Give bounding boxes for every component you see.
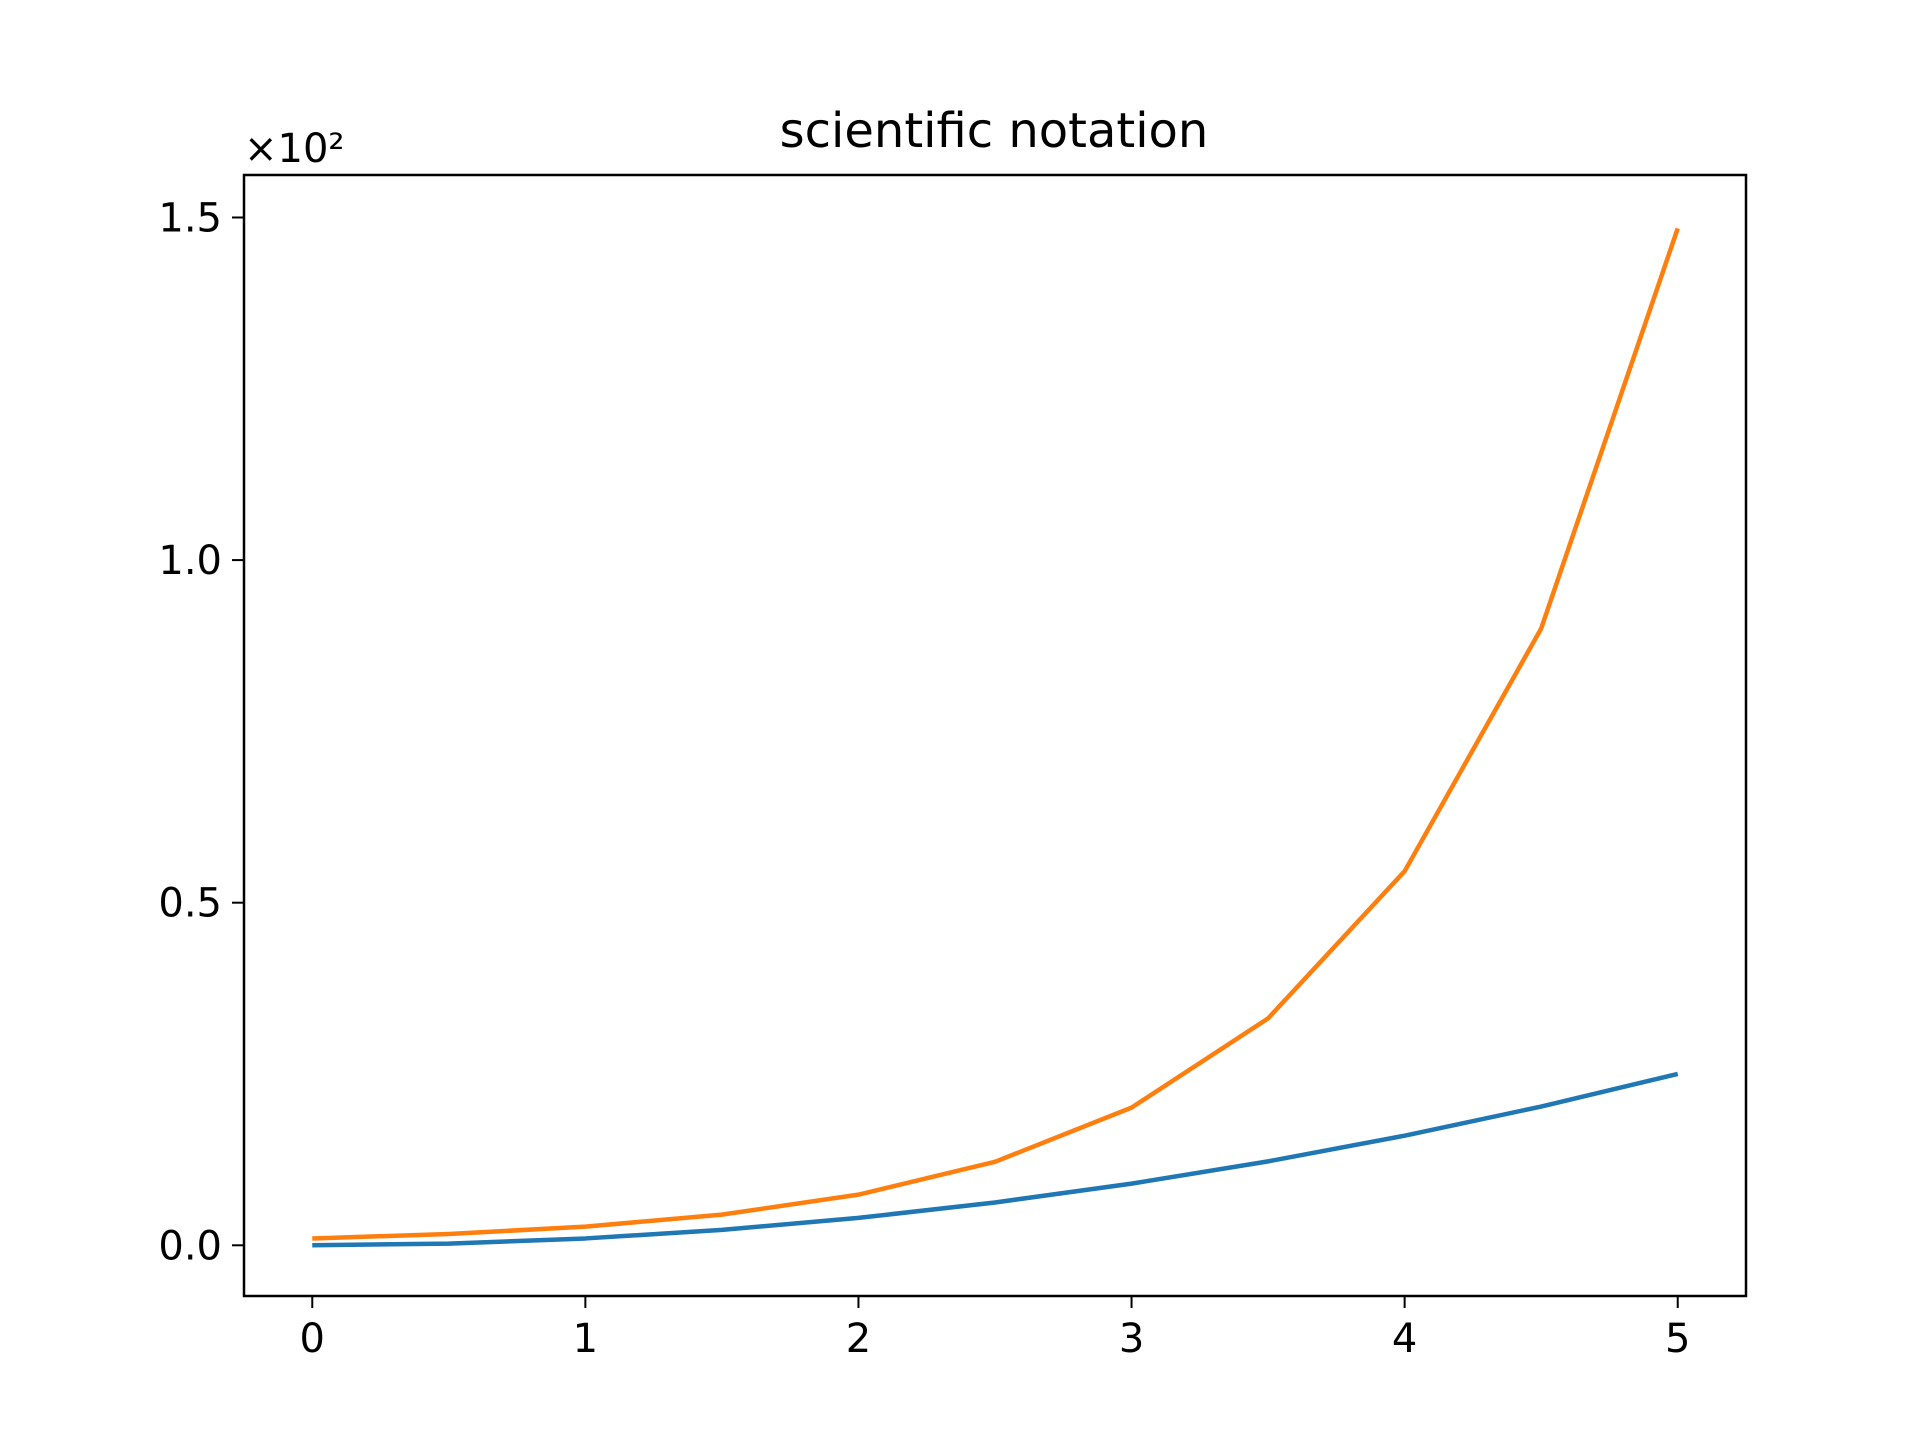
series-layer [312,227,1680,1248]
y-axis-offset-label: ×10² [244,126,344,172]
y-tick-label: 1.5 [158,195,222,241]
x-tick-label: 1 [573,1316,598,1362]
x-tick-label: 4 [1392,1316,1417,1362]
x-tick-label: 5 [1665,1316,1690,1362]
axes-layer: 0 1 2 3 4 5 0.0 0.5 1.0 1.5 [158,195,1690,1362]
series-line-1 [312,1071,1679,1248]
chart-title: scientific notation [780,103,1209,159]
x-tick-label: 2 [846,1316,871,1362]
x-tick-label: 3 [1119,1316,1144,1362]
x-tick-label: 0 [300,1316,325,1362]
series-line-2 [312,227,1680,1241]
y-tick-label: 1.0 [158,538,222,584]
y-tick-label: 0.0 [158,1223,222,1269]
plot-frame [242,173,1748,1298]
y-tick-label: 0.5 [158,881,222,927]
